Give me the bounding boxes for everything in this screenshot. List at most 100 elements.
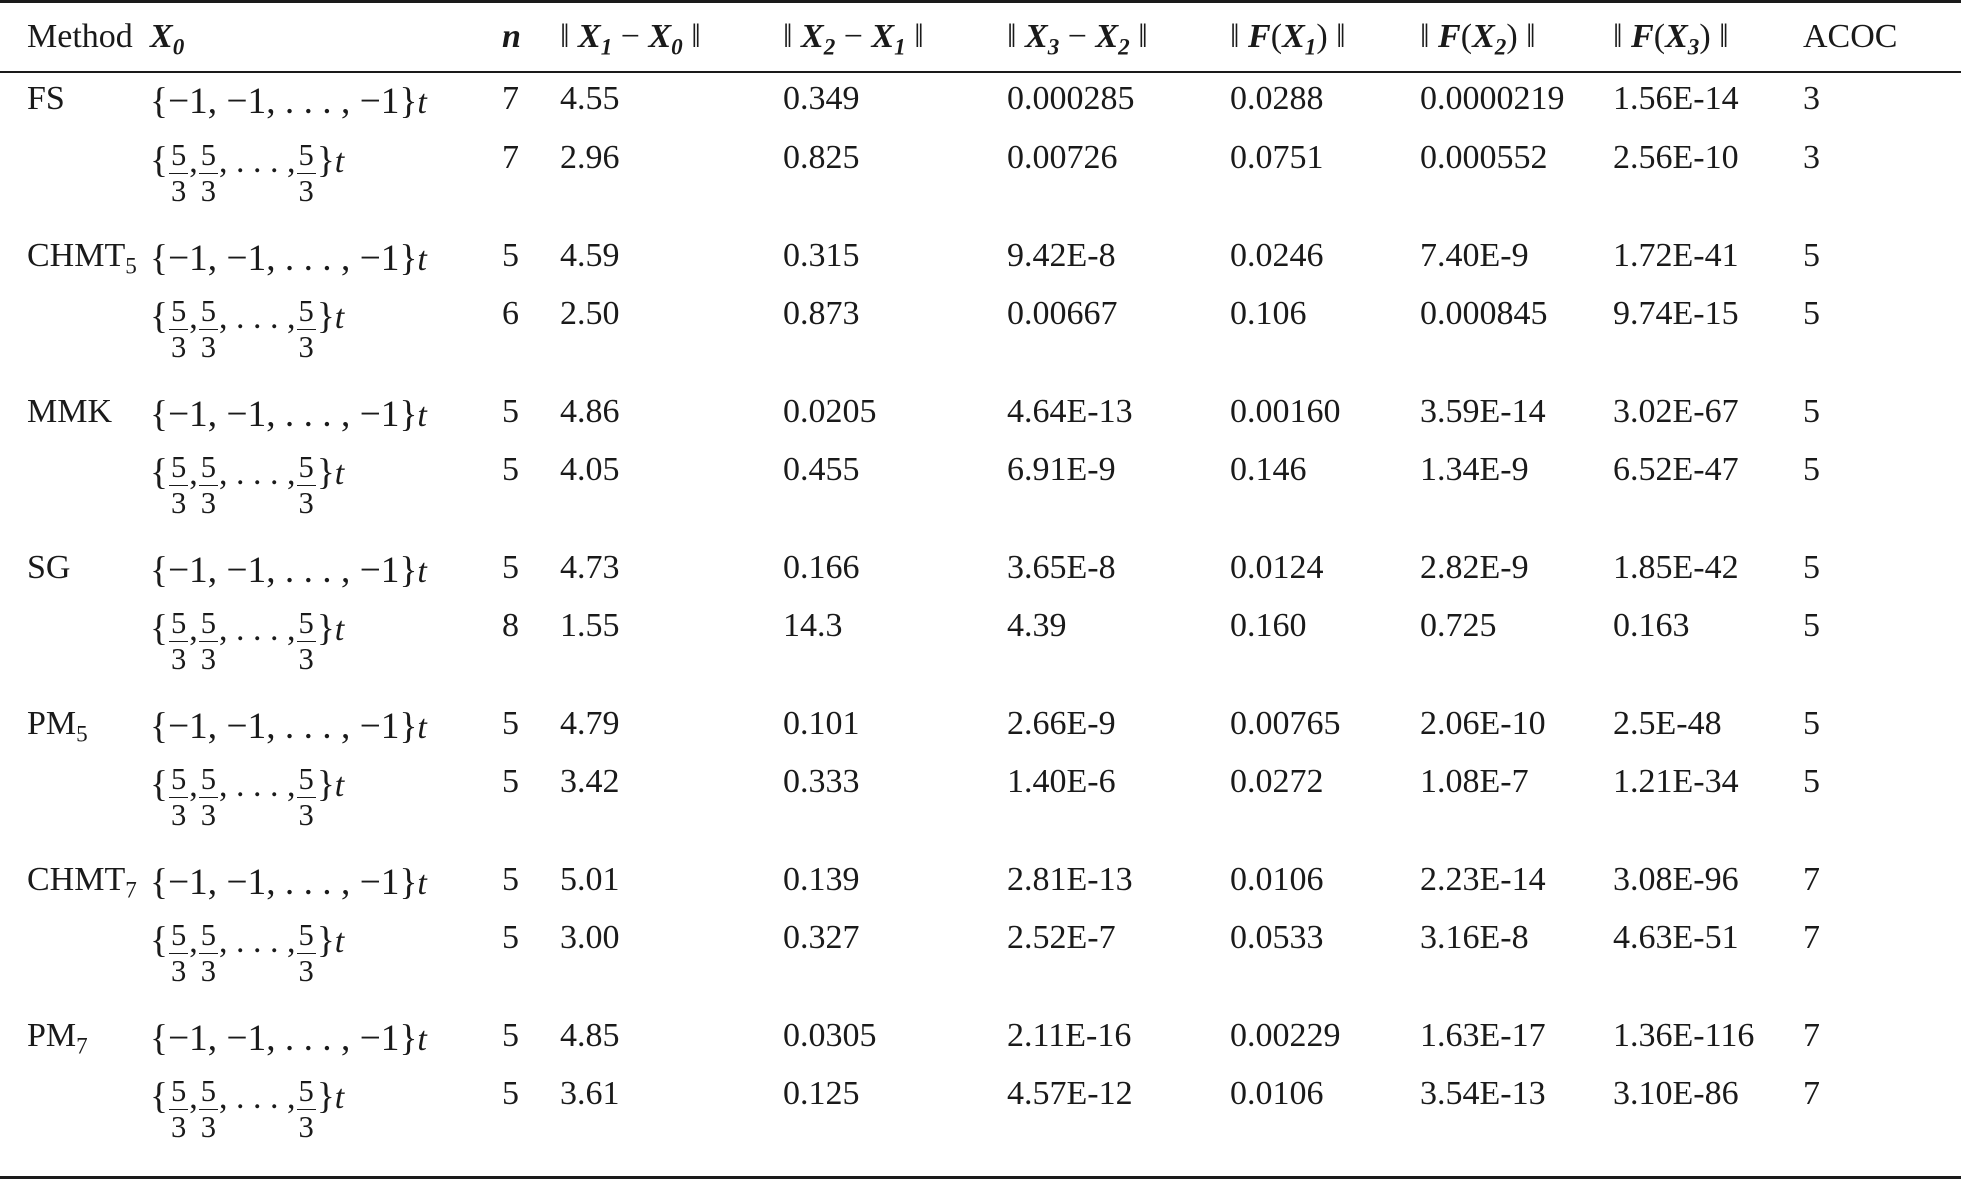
norm-open: ‖ [1613,18,1632,55]
denominator: 3 [298,798,314,833]
cell-acoc: 5 [1803,237,1820,274]
cell-method: PM7 [0,1007,150,1065]
table-row: PM5 {−1, −1, . . . , −1}t 5 4.79 0.101 2.66E-… [0,695,1961,753]
cell-diff-2-1: 0.166 [783,549,860,586]
cell-diff-1-0: 4.79 [560,705,620,742]
cell-f-x1: 0.146 [1230,451,1307,488]
denominator: 3 [200,798,217,833]
cell-method: SG [0,539,150,597]
transpose-symbol: t [417,553,427,590]
numerator: 5 [168,606,189,643]
transpose-symbol: t [417,397,427,434]
paren-open: ( [1270,18,1283,55]
cell-f-x1: 0.00160 [1230,393,1341,430]
table-row: {5 3, 5 3, . . . , 5 3}t 5 3.00 0.327 2.52E-7 0.05… [0,909,1961,1007]
brace-open: { [150,1076,168,1117]
method-subscript: 7 [76,1033,88,1060]
cell-f-x2: 1.63E-17 [1420,1017,1546,1054]
brace-close: } [316,920,335,961]
denominator: 3 [298,1110,314,1145]
cell-f-x2: 3.16E-8 [1420,919,1529,956]
cell-f-x3: 3.08E-96 [1613,861,1739,898]
cell-f-x1: 0.0124 [1230,549,1324,586]
ellipsis: , . . . , [219,143,296,180]
subscript: 2 [1118,34,1130,61]
cell-diff-1-0: 3.42 [560,763,620,800]
denominator: 3 [200,330,217,365]
function-symbol: F [1631,18,1654,55]
cell-n: 5 [502,705,519,742]
cell-x0-fraction: {5 3, 5 3, . . . , 5 3}t [150,441,502,539]
cell-f-x2: 0.000845 [1420,295,1548,332]
numerator: 5 [296,294,316,331]
cell-diff-3-2: 0.00726 [1007,139,1118,176]
cell-f-x1: 0.0272 [1230,763,1324,800]
comma: , [189,611,198,648]
cell-n: 7 [502,80,519,117]
ellipsis: , . . . , [219,923,296,960]
cell-x0-fraction: {5 3, 5 3, . . . , 5 3}t [150,285,502,383]
cell-n: 5 [502,1017,519,1054]
cell-diff-2-1: 0.825 [783,139,860,176]
table-row: PM7 {−1, −1, . . . , −1}t 5 4.85 0.0305 2.11E… [0,1007,1961,1065]
denominator: 3 [170,642,187,677]
denominator: 3 [298,954,314,989]
x0-subscript: 0 [172,34,185,61]
paren-close: ) [1316,18,1328,55]
cell-f-x3: 6.52E-47 [1613,451,1739,488]
cell-f-x3: 2.56E-10 [1613,139,1739,176]
table-row: {5 3, 5 3, . . . , 5 3}t 8 1.55 14.3 4.39 0.160 0.7… [0,597,1961,695]
cell-x0-neg-one: {−1, −1, . . . , −1}t [150,227,502,285]
norm-close: ‖ [1710,18,1729,55]
subscript: 1 [894,34,906,61]
norm-open: ‖ [1007,18,1026,55]
function-symbol: F [1248,18,1271,55]
transpose-symbol: t [417,84,427,121]
cell-n: 5 [502,763,519,800]
minus-sign: − [1059,18,1096,55]
cell-acoc: 5 [1803,393,1820,430]
denominator: 3 [298,174,314,209]
cell-f-x3: 1.21E-34 [1613,763,1739,800]
numerator: 5 [198,138,219,175]
x0-vector: {−1, −1, . . . , −1} [150,862,418,903]
numerator: 5 [296,918,316,955]
cell-f-x1: 0.00229 [1230,1017,1341,1054]
cell-diff-1-0: 4.86 [560,393,620,430]
results-table: Method X0 n ‖ X1 − X0 ‖ ‖ X2 − X1 ‖ ‖ X3… [0,3,1961,1163]
x0-symbol: X [150,18,173,55]
cell-acoc: 7 [1803,1017,1820,1054]
denominator: 3 [298,330,314,365]
denominator: 3 [200,642,217,677]
comma: , [189,143,198,180]
cell-acoc: 5 [1803,705,1820,742]
cell-acoc: 5 [1803,549,1820,586]
ellipsis: , . . . , [219,767,296,804]
transpose-symbol: t [417,241,427,278]
cell-diff-3-2: 0.000285 [1007,80,1135,117]
denominator: 3 [298,642,314,677]
paren-open: ( [1653,18,1666,55]
denominator: 3 [200,1110,217,1145]
cell-x0-neg-one: {−1, −1, . . . , −1}t [150,383,502,441]
col-header-f-x1: ‖ F(X1) ‖ [1230,3,1420,71]
cell-n: 7 [502,139,519,176]
denominator: 3 [200,486,217,521]
method-name: CHMT [27,237,126,274]
cell-f-x2: 0.0000219 [1420,80,1565,117]
symbol: X [801,18,824,55]
symbol: X [578,18,601,55]
n-symbol: n [502,18,521,55]
header-row: Method X0 n ‖ X1 − X0 ‖ ‖ X2 − X1 ‖ ‖ X3… [0,3,1961,71]
paren-open: ( [1460,18,1473,55]
cell-n: 5 [502,861,519,898]
cell-method-empty [0,909,150,1007]
